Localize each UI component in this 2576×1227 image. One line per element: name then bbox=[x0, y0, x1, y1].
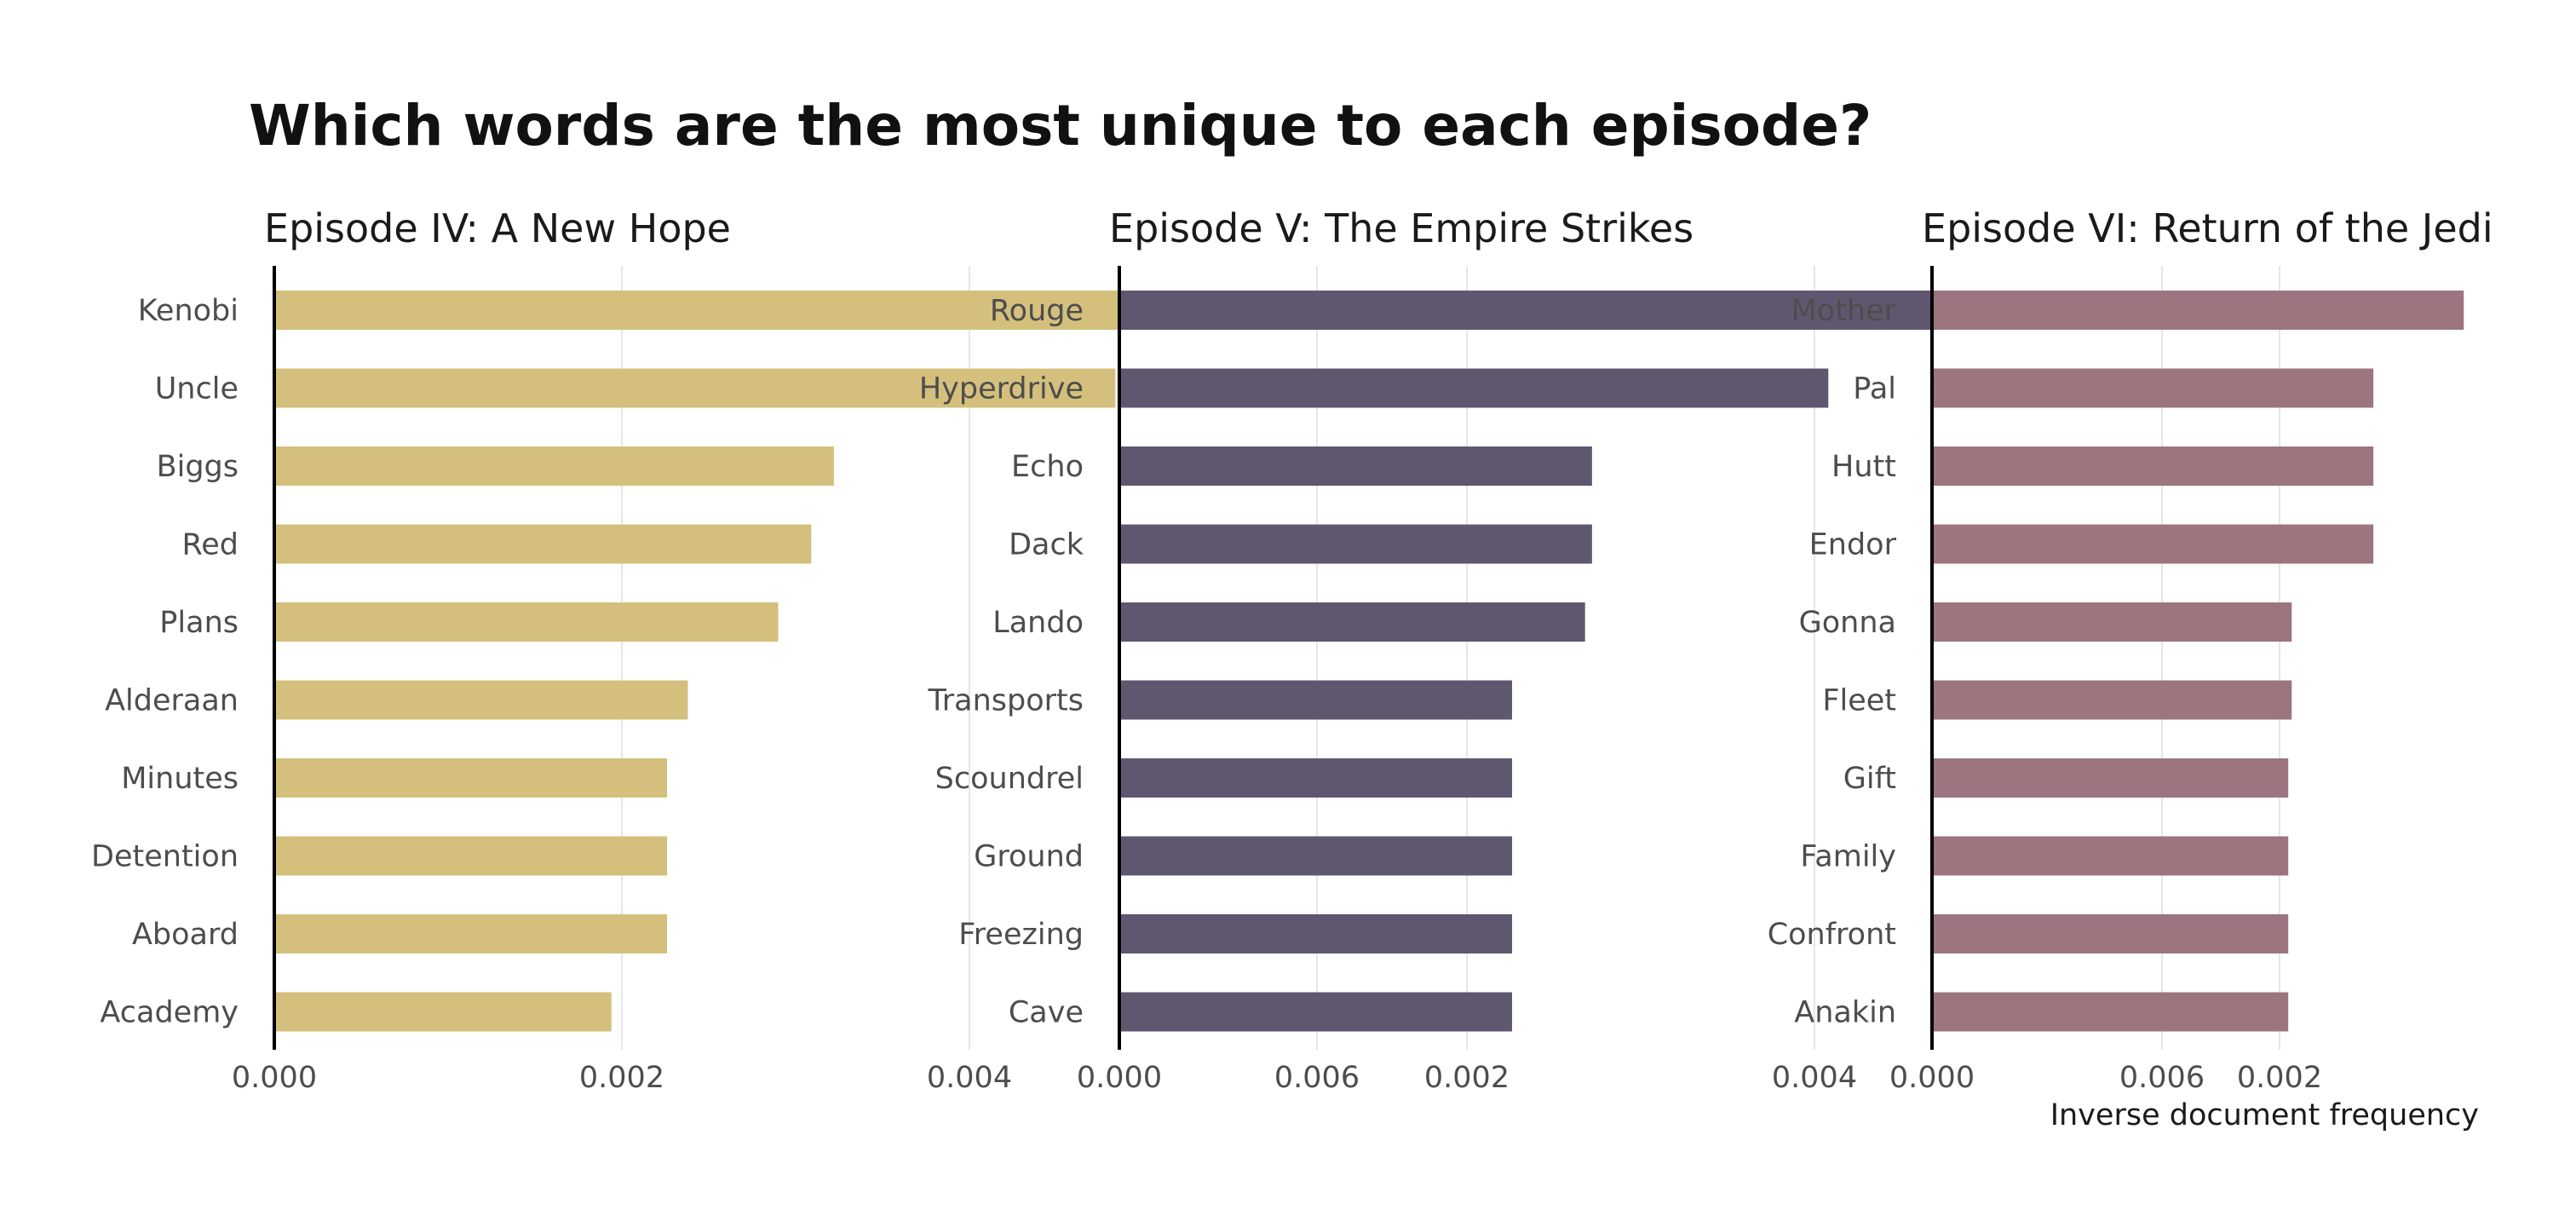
bar-pal bbox=[1932, 368, 2374, 408]
panel-3: 0.000 0.002 0.004 0.006 Mother Pal Hutt Endor Go… bbox=[1768, 205, 2493, 1132]
bar-scoundrel bbox=[1119, 758, 1513, 798]
bar-academy bbox=[274, 992, 612, 1032]
bar-detention bbox=[274, 836, 668, 876]
bar-uncle bbox=[274, 368, 1116, 408]
bar-rouge bbox=[1119, 291, 1988, 330]
category-label: Red bbox=[182, 528, 239, 562]
category-label: Anakin bbox=[1794, 996, 1896, 1030]
bar-plans bbox=[274, 602, 779, 642]
category-label: Hyperdrive bbox=[919, 372, 1084, 406]
category-label: Rouge bbox=[990, 294, 1084, 328]
bar-lando bbox=[1119, 602, 1585, 642]
panel-2: 0.000 0.002 0.004 0.006 Rouge Hyperdrive Echo D… bbox=[919, 205, 2205, 1095]
category-label: Gonna bbox=[1799, 606, 1896, 640]
bar-transports bbox=[1119, 680, 1513, 720]
category-label: Echo bbox=[1011, 450, 1084, 484]
category-label: Gift bbox=[1843, 762, 1896, 796]
x-tick-label: 0.004 bbox=[927, 1061, 1012, 1095]
bar-gift bbox=[1932, 758, 2289, 798]
panel-title: Episode VI: Return of the Jedi bbox=[1922, 205, 2493, 251]
category-label: Dack bbox=[1009, 528, 1084, 562]
bar-biggs bbox=[274, 446, 834, 486]
bar-minutes bbox=[274, 758, 668, 798]
category-label: Transports bbox=[928, 684, 1084, 718]
x-axis-title: Inverse document frequency bbox=[2050, 1098, 2479, 1132]
bar-family bbox=[1932, 836, 2289, 876]
x-tick-label: 0.006 bbox=[1274, 1061, 1360, 1095]
category-label: Scoundrel bbox=[935, 762, 1084, 796]
category-label: Hutt bbox=[1831, 450, 1896, 484]
x-tick-label: 0.000 bbox=[1077, 1061, 1162, 1095]
category-label: Pal bbox=[1853, 372, 1896, 406]
category-label: Cave bbox=[1009, 996, 1084, 1030]
bar-hyperdrive bbox=[1119, 368, 1829, 408]
category-label: Endor bbox=[1809, 528, 1897, 562]
category-label: Academy bbox=[100, 996, 239, 1030]
panel-1: 0.000 0.002 0.004 0.006 Kenobi Uncle Biggs Red P… bbox=[91, 205, 1360, 1095]
bar-gonna bbox=[1932, 602, 2292, 642]
x-tick-label: 0.002 bbox=[1424, 1061, 1509, 1095]
bar-dack bbox=[1119, 524, 1592, 564]
x-tick-label: 0.000 bbox=[232, 1061, 317, 1095]
category-label: Detention bbox=[91, 840, 239, 874]
x-tick-label: 0.004 bbox=[1772, 1061, 1857, 1095]
category-label: Freezing bbox=[958, 918, 1084, 952]
x-tick-label: 0.002 bbox=[579, 1061, 664, 1095]
x-tick-label: 0.002 bbox=[2237, 1061, 2322, 1095]
category-label: Confront bbox=[1768, 918, 1896, 952]
chart-title: Which words are the most unique to each … bbox=[249, 93, 1872, 158]
bar-confront bbox=[1932, 914, 2289, 953]
bar-ground bbox=[1119, 836, 1513, 876]
category-label: Family bbox=[1800, 840, 1896, 874]
category-label: Lando bbox=[992, 606, 1084, 640]
category-label: Plans bbox=[159, 606, 239, 640]
bar-red bbox=[274, 524, 812, 564]
bar-cave bbox=[1119, 992, 1513, 1032]
category-label: Fleet bbox=[1822, 684, 1896, 718]
bar-hutt bbox=[1932, 446, 2374, 486]
x-tick-label: 0.006 bbox=[2119, 1061, 2205, 1095]
panels: 0.000 0.002 0.004 0.006 Kenobi Uncle Biggs Red P… bbox=[91, 205, 2493, 1132]
panel-title: Episode IV: A New Hope bbox=[264, 205, 731, 251]
category-label: Kenobi bbox=[138, 294, 239, 328]
category-label: Minutes bbox=[121, 762, 239, 796]
bar-alderaan bbox=[274, 680, 688, 720]
bar-fleet bbox=[1932, 680, 2292, 720]
bar-anakin bbox=[1932, 992, 2289, 1032]
category-label: Alderaan bbox=[105, 684, 239, 718]
bar-mother bbox=[1932, 291, 2464, 330]
category-label: Uncle bbox=[155, 372, 239, 406]
panel-title: Episode V: The Empire Strikes bbox=[1109, 205, 1693, 251]
x-tick-label: 0.000 bbox=[1889, 1061, 1975, 1095]
bar-freezing bbox=[1119, 914, 1513, 953]
category-label: Aboard bbox=[132, 918, 239, 952]
category-label: Biggs bbox=[157, 450, 239, 484]
category-label: Ground bbox=[974, 840, 1084, 874]
category-label: Mother bbox=[1791, 294, 1897, 328]
bar-endor bbox=[1932, 524, 2374, 564]
bar-aboard bbox=[274, 914, 668, 953]
bar-echo bbox=[1119, 446, 1592, 486]
